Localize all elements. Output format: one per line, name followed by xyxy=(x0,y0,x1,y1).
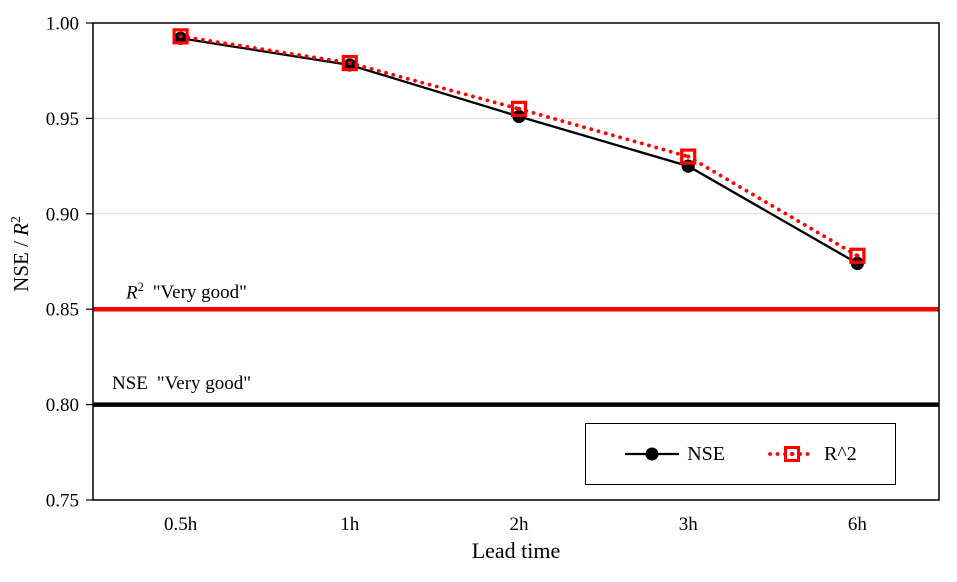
y-tick-label: 0.75 xyxy=(46,491,79,512)
legend: NSE R^2 xyxy=(585,423,896,485)
r2-data-point-dot xyxy=(855,253,860,258)
y-axis-title-r: R xyxy=(9,223,33,236)
r2-data-point xyxy=(680,148,697,165)
r2-data-point-dot xyxy=(347,60,352,66)
x-tick-label: 6h xyxy=(848,514,868,535)
nse-line xyxy=(180,37,858,265)
y-axis-title-sup: 2 xyxy=(8,216,23,223)
r2-line-segment xyxy=(686,154,860,258)
y-tick-label: 0.95 xyxy=(46,109,79,130)
r2-line-segment xyxy=(178,34,352,65)
r2-line-sample-icon xyxy=(768,446,817,462)
y-tick-label: 0.85 xyxy=(46,300,79,321)
x-tick-label: 2h xyxy=(510,514,530,535)
y-axis-title-text: NSE / xyxy=(9,235,33,292)
plot-border xyxy=(92,22,940,501)
r2-data-point xyxy=(510,100,528,117)
r2-line-segment xyxy=(517,106,691,159)
y-tick-label: 0.90 xyxy=(46,204,79,225)
r2-threshold-label-text: "Very good" xyxy=(152,282,247,304)
r2-threshold-label: R2 "Very good" xyxy=(126,280,247,304)
r2-data-point xyxy=(341,54,358,72)
nse-threshold-label: NSE "Very good" xyxy=(112,373,251,395)
nse-threshold-label-text: "Very good" xyxy=(156,373,252,394)
x-tick-label: 3h xyxy=(679,514,699,535)
legend-label-r2: R^2 xyxy=(824,442,857,465)
r2-threshold-label-r: R xyxy=(126,282,138,304)
legend-label-nse: NSE xyxy=(687,442,726,465)
r2-line-segment xyxy=(347,61,521,111)
r2-data-point-dot xyxy=(686,154,691,159)
y-axis-title: NSE / R2 xyxy=(8,169,34,339)
x-axis-title: Lead time xyxy=(471,538,561,563)
legend-item-nse: NSE xyxy=(624,443,725,466)
r2-threshold-label-sup: 2 xyxy=(137,280,144,294)
r2-data-point xyxy=(849,247,866,264)
x-tick-label: 0.5h xyxy=(164,514,198,535)
r2-data-point xyxy=(172,28,189,45)
y-tick-label: 0.80 xyxy=(46,395,79,416)
nse-threshold-label-prefix: NSE xyxy=(112,373,148,394)
y-tick-label: 1.00 xyxy=(46,14,79,35)
r2-data-point-dot xyxy=(178,34,183,39)
x-tick-label: 1h xyxy=(340,514,360,535)
legend-item-r2: R^2 xyxy=(767,443,857,466)
nse-line-sample-icon xyxy=(625,447,680,461)
r2-data-point-dot xyxy=(516,106,522,111)
